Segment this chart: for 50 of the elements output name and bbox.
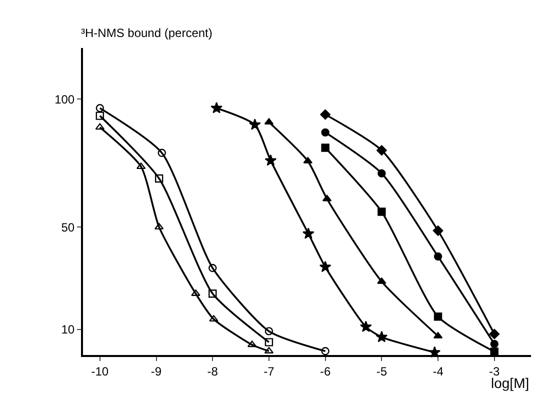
point	[490, 340, 498, 348]
point	[377, 277, 386, 284]
point	[208, 264, 217, 272]
point	[433, 332, 443, 338]
point	[136, 162, 146, 170]
point	[360, 320, 372, 332]
y-tick-label: 50	[61, 220, 75, 234]
point	[248, 118, 261, 130]
point	[321, 347, 330, 356]
y-tick-label: 10	[61, 322, 75, 337]
point	[154, 174, 164, 183]
point	[321, 144, 330, 152]
point	[247, 340, 257, 348]
point	[158, 148, 166, 157]
point	[154, 222, 164, 230]
point	[264, 347, 274, 354]
y-axis-title: ³H-NMS bound (percent)	[81, 26, 212, 40]
point	[303, 156, 312, 164]
point	[302, 228, 314, 239]
point	[320, 109, 330, 120]
point	[376, 145, 387, 156]
point	[378, 169, 386, 178]
x-tick-label: -5	[376, 364, 388, 378]
point	[96, 104, 104, 112]
x-tick-label: -4	[432, 364, 444, 378]
point	[322, 194, 332, 202]
x-tick-label: -10	[91, 364, 109, 378]
point	[378, 208, 386, 216]
point	[490, 348, 498, 356]
point	[319, 260, 332, 272]
x-tick-label: -9	[150, 364, 162, 378]
point	[489, 328, 500, 340]
point	[434, 252, 442, 261]
point	[264, 327, 274, 336]
x-tick-label: -7	[264, 364, 275, 378]
y-tick-label: 100	[54, 92, 75, 106]
point	[95, 123, 105, 130]
point	[264, 154, 277, 166]
x-tick-label: -8	[207, 364, 218, 378]
point	[432, 226, 444, 236]
x-tick-label: -6	[320, 364, 331, 378]
point	[321, 128, 330, 137]
point	[96, 112, 104, 120]
point	[376, 330, 388, 342]
point	[434, 312, 442, 321]
point	[208, 290, 217, 298]
point	[264, 338, 274, 346]
point	[210, 102, 222, 114]
point	[264, 118, 274, 125]
point	[209, 315, 218, 322]
